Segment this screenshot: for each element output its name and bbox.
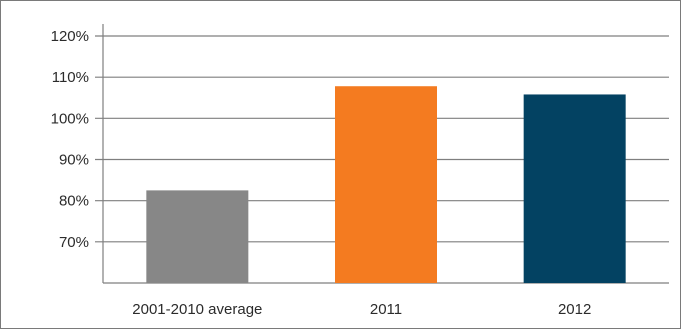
y-tick-label: 80% bbox=[59, 193, 89, 210]
y-tick-label: 100% bbox=[51, 110, 89, 127]
bar-2 bbox=[335, 86, 437, 284]
bar-layer bbox=[146, 86, 626, 284]
x-category-label: 2011 bbox=[370, 301, 402, 318]
y-tick-label: 70% bbox=[59, 234, 89, 251]
y-tick-label: 120% bbox=[51, 28, 89, 45]
bar-3 bbox=[523, 94, 626, 283]
y-tick-label: 90% bbox=[59, 152, 89, 169]
bar-1 bbox=[146, 190, 249, 283]
label-layer: 70% 80% 90% 100% 110% 120% 2001-2010 average 20… bbox=[51, 28, 592, 318]
y-tick-label: 110% bbox=[52, 69, 89, 86]
x-category-label: 2001-2010 average bbox=[132, 301, 262, 318]
x-category-label: 2012 bbox=[558, 301, 591, 318]
